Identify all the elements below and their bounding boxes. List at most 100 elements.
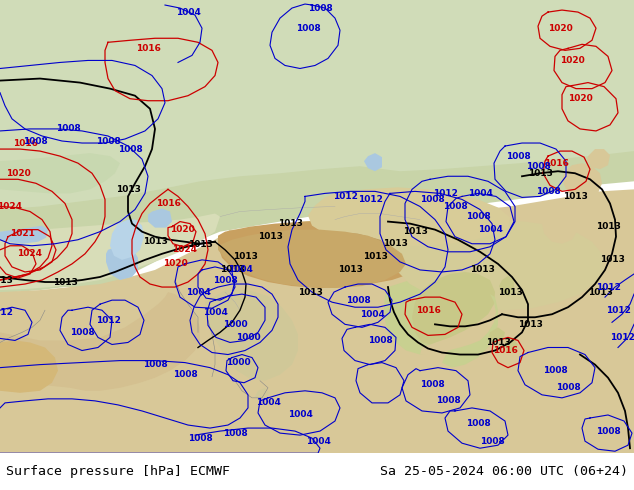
Text: 1008: 1008: [23, 137, 48, 146]
Polygon shape: [0, 270, 175, 341]
Text: 1008: 1008: [223, 429, 247, 438]
Polygon shape: [505, 338, 518, 352]
Polygon shape: [488, 327, 505, 343]
Text: 1013: 1013: [498, 288, 522, 296]
Polygon shape: [542, 212, 578, 244]
Polygon shape: [205, 290, 298, 381]
Text: 1004: 1004: [359, 310, 384, 319]
Text: 1008: 1008: [420, 195, 444, 204]
Text: 1012: 1012: [609, 333, 634, 342]
Text: 1008: 1008: [212, 275, 237, 285]
Text: 1013: 1013: [470, 266, 495, 274]
Text: 1020: 1020: [170, 225, 195, 234]
Text: 1016: 1016: [136, 44, 160, 53]
Polygon shape: [0, 225, 48, 244]
Text: 1008: 1008: [420, 380, 444, 389]
Text: Sa 25-05-2024 06:00 UTC (06+24): Sa 25-05-2024 06:00 UTC (06+24): [380, 465, 628, 478]
Text: 1020: 1020: [567, 94, 592, 103]
Text: 1013: 1013: [143, 237, 167, 246]
Text: 1008: 1008: [143, 360, 167, 369]
Text: 1020: 1020: [548, 24, 573, 33]
Text: 1013: 1013: [53, 277, 77, 287]
Text: 1004: 1004: [228, 266, 252, 274]
Text: 1013: 1013: [600, 255, 624, 265]
Polygon shape: [235, 232, 398, 284]
Polygon shape: [0, 153, 120, 194]
Text: 1013: 1013: [403, 227, 427, 236]
Text: 1004: 1004: [467, 189, 493, 198]
Text: 1013: 1013: [527, 169, 552, 178]
Polygon shape: [148, 209, 172, 228]
Text: 1008: 1008: [555, 383, 580, 392]
Text: 1008: 1008: [346, 295, 370, 305]
Text: 1008: 1008: [465, 212, 490, 221]
Text: 1013: 1013: [486, 338, 510, 347]
Polygon shape: [412, 272, 495, 344]
Text: 1020: 1020: [560, 56, 585, 65]
Polygon shape: [255, 388, 270, 401]
Text: 1004: 1004: [176, 7, 200, 17]
Text: 1000: 1000: [226, 358, 250, 367]
Polygon shape: [218, 230, 406, 288]
Text: 1013: 1013: [337, 266, 363, 274]
Text: 1013: 1013: [115, 185, 141, 194]
Text: 1013: 1013: [278, 219, 302, 228]
Text: 1008: 1008: [465, 418, 490, 428]
Text: 1013: 1013: [517, 320, 543, 329]
Text: 1008: 1008: [307, 3, 332, 13]
Text: 1004: 1004: [477, 225, 502, 234]
Text: 1013: 1013: [588, 288, 612, 296]
Polygon shape: [0, 378, 108, 448]
Text: 1008: 1008: [506, 151, 531, 161]
Text: 1012: 1012: [96, 316, 120, 325]
Text: 1008: 1008: [118, 145, 143, 153]
Text: 1024: 1024: [0, 202, 22, 211]
Text: 1008: 1008: [295, 24, 320, 33]
Polygon shape: [499, 276, 514, 296]
Text: 1008: 1008: [96, 137, 120, 146]
Text: 1008: 1008: [443, 202, 467, 211]
Text: 1008: 1008: [436, 396, 460, 405]
Text: 1013: 1013: [233, 252, 257, 261]
Polygon shape: [110, 220, 144, 260]
Text: 1008: 1008: [536, 187, 560, 196]
Text: 1020: 1020: [163, 259, 188, 269]
Polygon shape: [384, 277, 475, 355]
Text: 1012: 1012: [605, 306, 630, 315]
Text: 1008: 1008: [543, 366, 567, 375]
Text: 1013: 1013: [595, 222, 621, 231]
Text: 1008: 1008: [56, 124, 81, 133]
Polygon shape: [420, 287, 495, 355]
Polygon shape: [0, 214, 220, 290]
Text: 1013: 1013: [382, 239, 408, 248]
Text: 1008: 1008: [172, 370, 197, 379]
Polygon shape: [587, 149, 610, 169]
Text: 1016: 1016: [13, 139, 37, 147]
Text: 1008: 1008: [480, 437, 505, 446]
Text: 1008: 1008: [70, 328, 94, 337]
Text: 1008: 1008: [595, 427, 621, 436]
Polygon shape: [218, 220, 428, 288]
Polygon shape: [562, 163, 602, 201]
Text: 1013: 1013: [363, 252, 387, 261]
Text: 1004: 1004: [256, 398, 280, 407]
Polygon shape: [364, 153, 382, 171]
Polygon shape: [0, 189, 634, 453]
Text: 1012: 1012: [0, 308, 13, 317]
Polygon shape: [0, 0, 634, 210]
Text: 1012: 1012: [432, 189, 458, 198]
Text: 1008: 1008: [368, 336, 392, 345]
Text: 1004: 1004: [288, 411, 313, 419]
Polygon shape: [308, 187, 510, 246]
Polygon shape: [0, 341, 58, 393]
Text: 1013: 1013: [188, 240, 212, 249]
Text: 1004: 1004: [202, 308, 228, 317]
Polygon shape: [0, 398, 42, 435]
Polygon shape: [0, 292, 200, 391]
Text: 1016: 1016: [543, 159, 569, 168]
Text: 1016: 1016: [155, 199, 181, 208]
Polygon shape: [442, 294, 498, 368]
Text: 1016: 1016: [493, 346, 517, 355]
Text: 1024: 1024: [172, 245, 198, 254]
Text: 1013: 1013: [562, 192, 588, 201]
